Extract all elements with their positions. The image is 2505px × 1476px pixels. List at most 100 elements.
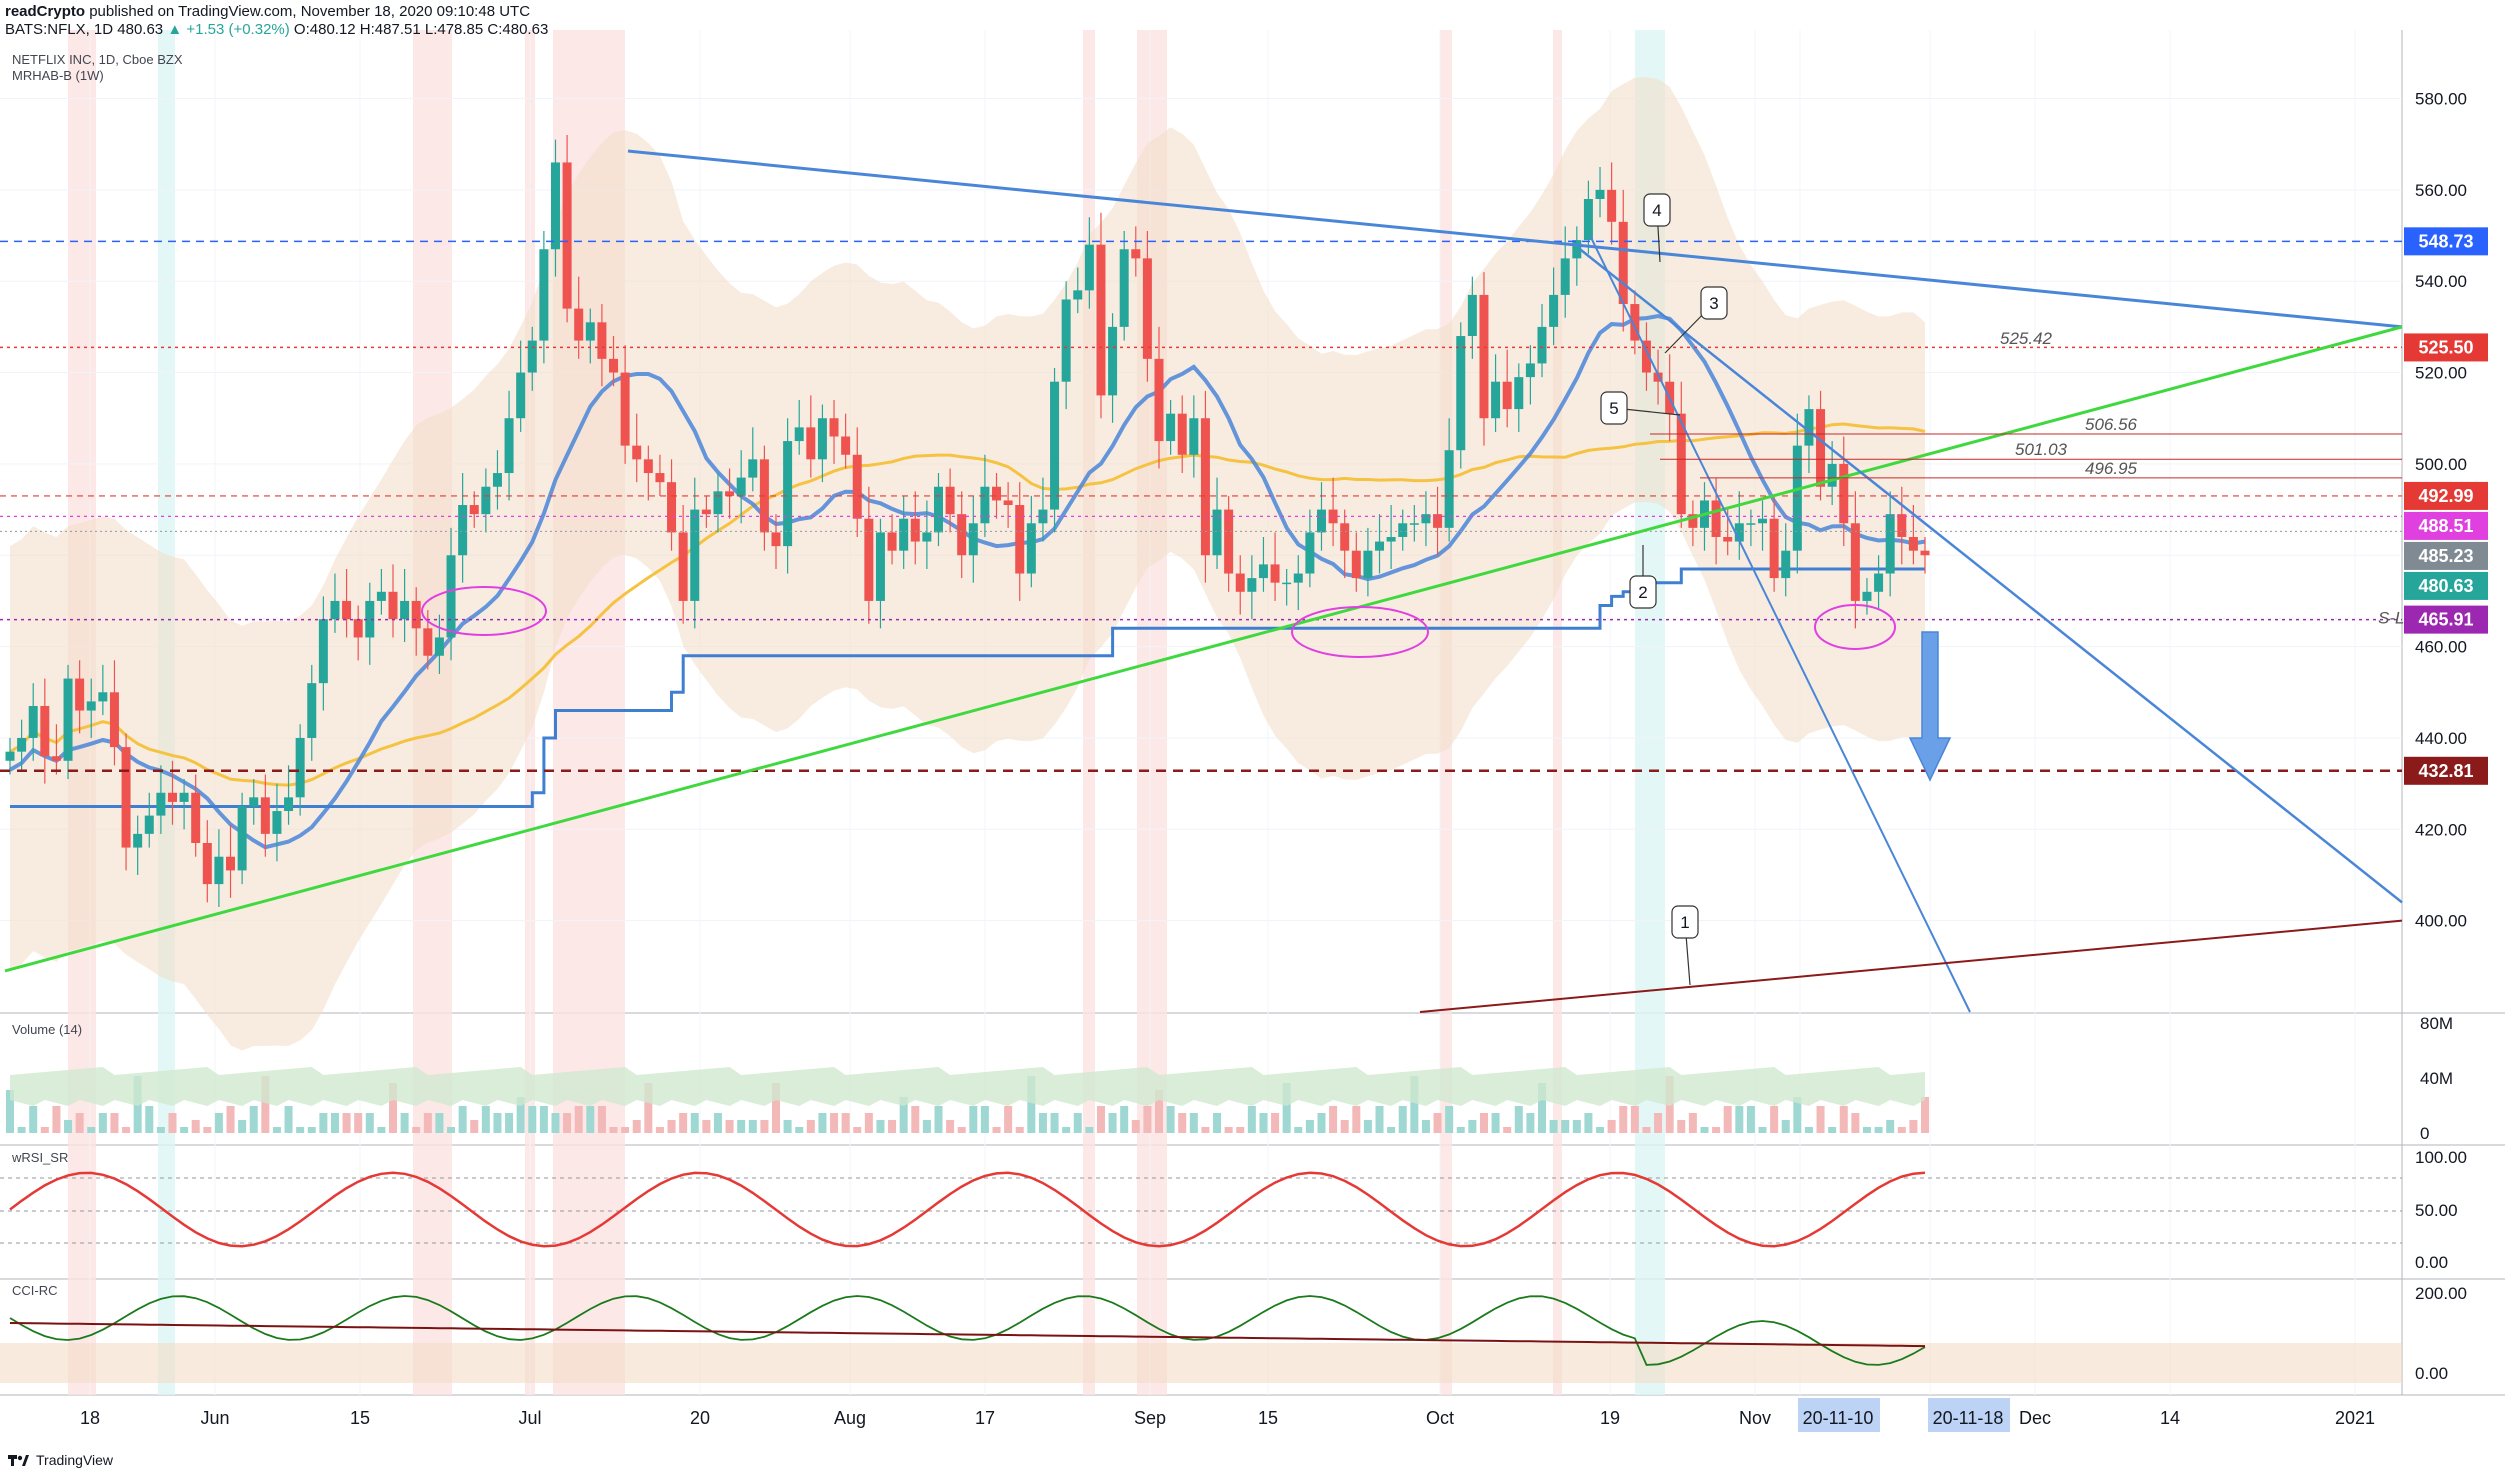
volume-bar xyxy=(64,1120,73,1133)
price-badge xyxy=(2404,541,2488,570)
candle-body xyxy=(1560,258,1570,295)
candle-body xyxy=(1421,514,1431,524)
volume-bar xyxy=(1804,1127,1813,1133)
volume-bar xyxy=(110,1113,119,1133)
y-tick-label: 440.00 xyxy=(2415,729,2467,748)
volume-tick-label: 40M xyxy=(2420,1069,2453,1088)
cci-tick-label: 200.00 xyxy=(2415,1284,2467,1303)
volume-bar xyxy=(1247,1106,1256,1133)
volume-bar xyxy=(214,1113,223,1133)
candle-body xyxy=(75,678,85,711)
volume-bar xyxy=(574,1106,583,1133)
volume-bar xyxy=(191,1120,200,1133)
candle-body xyxy=(643,459,653,474)
candle-body xyxy=(945,486,955,515)
volume-bar xyxy=(1189,1113,1198,1133)
volume-bar xyxy=(911,1106,920,1133)
candle-body xyxy=(1305,532,1315,574)
volume-bar xyxy=(1677,1120,1686,1133)
volume-tick-label: 0 xyxy=(2420,1124,2429,1143)
volume-bar xyxy=(516,1097,525,1133)
candle-body xyxy=(388,591,398,620)
volume-bar xyxy=(621,1127,630,1133)
price-badge-label: 525.50 xyxy=(2418,337,2473,357)
candle-body xyxy=(5,751,15,761)
candle-body xyxy=(237,806,247,871)
candle-body xyxy=(376,591,386,601)
candle-body xyxy=(342,600,352,620)
ohlc-values: O:480.12 H:487.51 L:478.85 C:480.63 xyxy=(293,21,549,38)
candle-body xyxy=(1525,363,1535,378)
candle-body xyxy=(783,441,793,547)
volume-bar xyxy=(1549,1120,1558,1133)
candle-body xyxy=(98,692,108,702)
volume-bar xyxy=(1816,1106,1825,1133)
volume-bar xyxy=(1363,1120,1372,1133)
volume-bar xyxy=(272,1127,281,1133)
highlight-ellipse xyxy=(421,586,547,636)
volume-bar xyxy=(1213,1113,1222,1133)
volume-bar xyxy=(539,1106,548,1133)
candle-body xyxy=(864,518,874,601)
volume-bar xyxy=(1352,1106,1361,1133)
price-badge xyxy=(2404,511,2488,540)
volume-bar xyxy=(876,1120,885,1133)
rsi-line xyxy=(9,1171,1926,1248)
x-tick-label: 17 xyxy=(975,1408,995,1428)
volume-bar xyxy=(806,1120,815,1133)
y-tick-label: 460.00 xyxy=(2415,638,2467,657)
volume-bar xyxy=(1828,1127,1837,1133)
level-annotation: 496.95 xyxy=(2085,459,2138,478)
volume-bar xyxy=(505,1113,514,1133)
volume-bar xyxy=(1607,1120,1616,1133)
volume-bar xyxy=(1839,1106,1848,1133)
volume-bar xyxy=(1514,1106,1523,1133)
level-annotation: 501.03 xyxy=(2015,440,2068,459)
candle-body xyxy=(1676,413,1686,515)
volume-bar xyxy=(969,1106,978,1133)
candle-body xyxy=(434,637,444,656)
volume-bar xyxy=(864,1113,873,1133)
candle-body xyxy=(1096,244,1106,396)
candle-body xyxy=(284,797,294,812)
volume-bar xyxy=(1503,1127,1512,1133)
volume-bar xyxy=(1468,1120,1477,1133)
symbol-title: NETFLIX INC, 1D, Cboe BZX xyxy=(12,52,183,67)
candle-body xyxy=(214,856,224,885)
volume-bar xyxy=(1596,1127,1605,1133)
volume-bar xyxy=(1909,1120,1918,1133)
volume-bar xyxy=(922,1120,931,1133)
candle-body xyxy=(667,482,677,533)
volume-bar xyxy=(354,1113,363,1133)
candle-body xyxy=(992,486,1002,501)
volume-bar xyxy=(1143,1106,1152,1133)
candle-body xyxy=(191,792,201,844)
volume-bar xyxy=(655,1127,664,1133)
volume-bar xyxy=(957,1127,966,1133)
wave-label-box xyxy=(1700,286,1728,320)
trailing-stop-steps xyxy=(10,567,1925,808)
candle-body xyxy=(1688,514,1698,528)
candle-body xyxy=(1247,578,1257,592)
price-badge-label: 488.51 xyxy=(2418,516,2473,536)
candle-body xyxy=(1351,550,1361,579)
x-tick-label: 15 xyxy=(350,1408,370,1428)
cci-tick-label: 0.00 xyxy=(2415,1364,2448,1383)
x-tick-label: Dec xyxy=(2019,1408,2051,1428)
cci-pane-label: CCI-RC xyxy=(12,1283,58,1298)
candle-body xyxy=(1340,523,1350,551)
wave-label-box xyxy=(1600,391,1628,425)
candle-body xyxy=(1026,523,1036,574)
candle-body xyxy=(550,162,560,250)
candle-body xyxy=(1549,294,1559,327)
price-badge-label: 432.81 xyxy=(2418,761,2473,781)
volume-bar xyxy=(29,1106,38,1133)
candle-body xyxy=(899,518,909,551)
price-badge-label: 548.73 xyxy=(2418,231,2473,251)
volume-bar xyxy=(1329,1106,1338,1133)
candle-body xyxy=(1166,413,1176,442)
candle-body xyxy=(597,322,607,359)
price-badge xyxy=(2404,227,2488,256)
volume-bar xyxy=(1886,1120,1895,1133)
candle-body xyxy=(794,427,804,442)
